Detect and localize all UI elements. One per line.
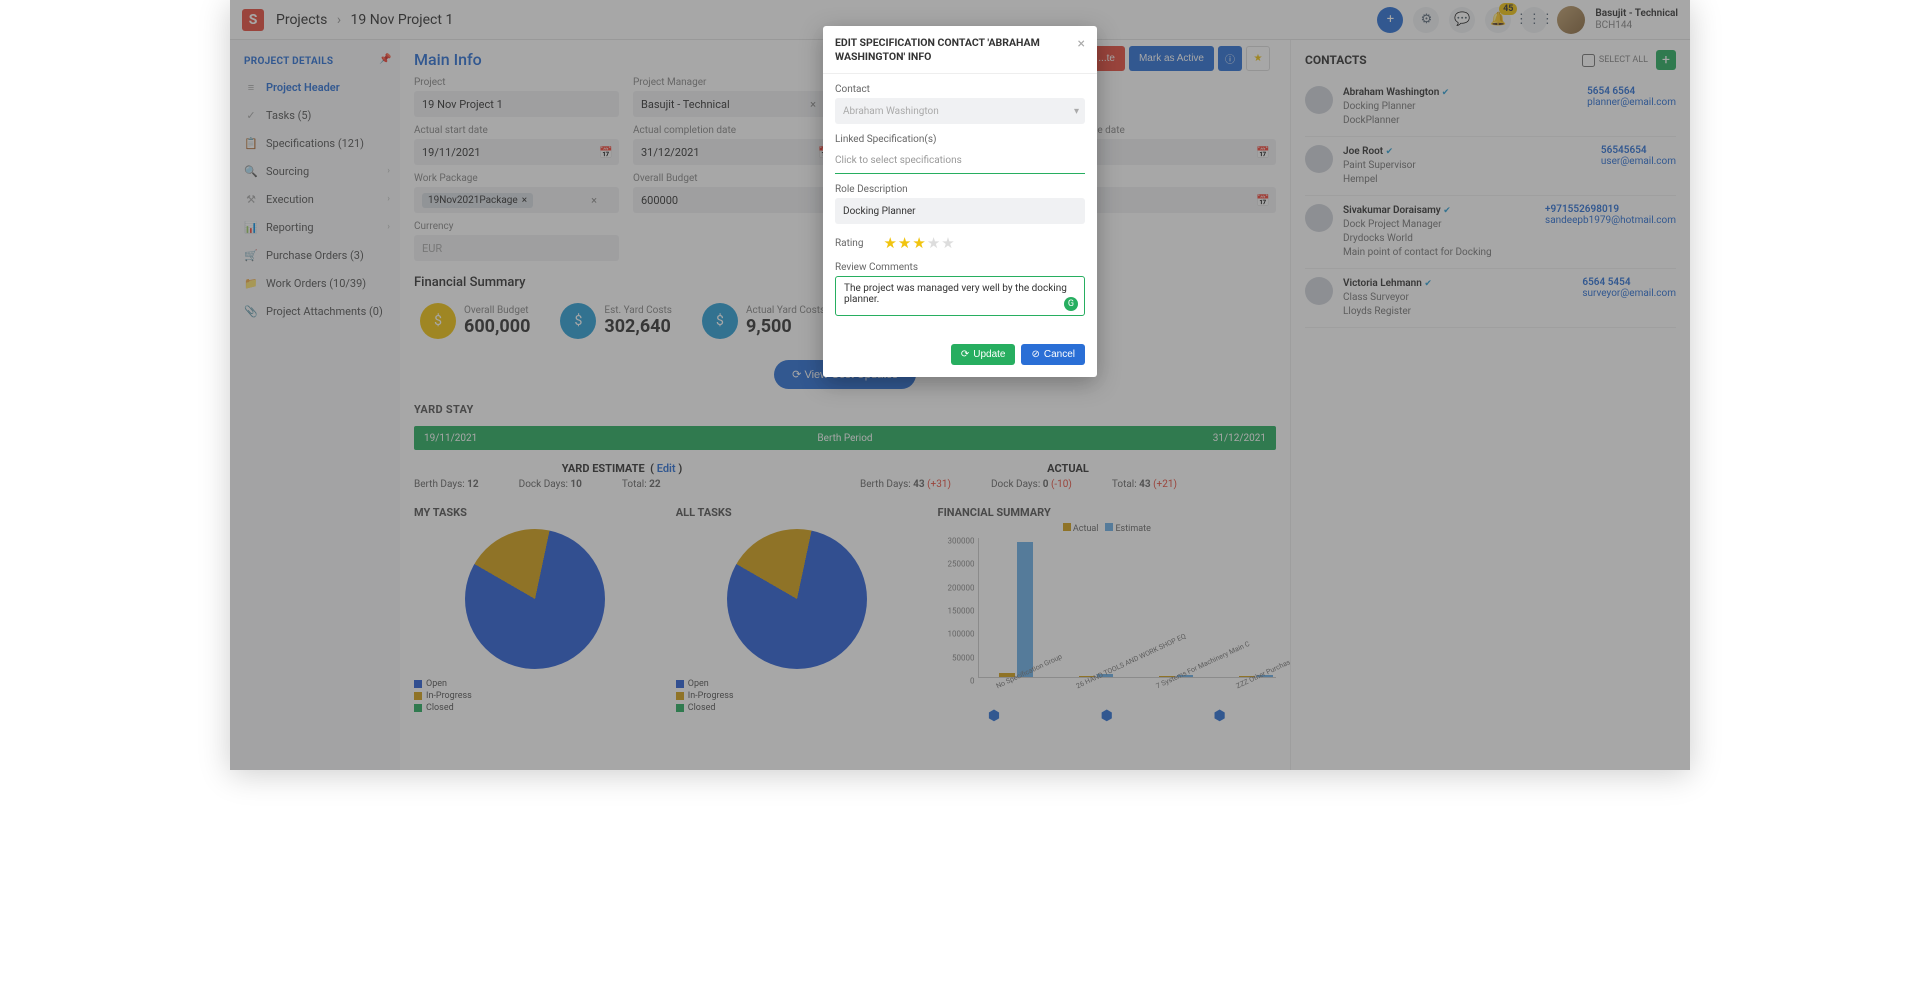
- update-button[interactable]: ⟳ Update: [951, 344, 1016, 365]
- rating-stars[interactable]: ★★★★★: [883, 234, 955, 252]
- cancel-button[interactable]: ⊘ Cancel: [1021, 344, 1085, 365]
- modal-overlay: EDIT SPECIFICATION CONTACT 'ABRAHAM WASH…: [230, 0, 1690, 770]
- review-textarea[interactable]: The project was managed very well by the…: [835, 276, 1085, 316]
- role-input[interactable]: Docking Planner: [835, 198, 1085, 224]
- contact-select[interactable]: Abraham Washington▾: [835, 98, 1085, 124]
- close-icon[interactable]: ×: [1078, 36, 1085, 52]
- linked-spec-input[interactable]: Click to select specifications: [835, 148, 1085, 174]
- edit-contact-modal: EDIT SPECIFICATION CONTACT 'ABRAHAM WASH…: [823, 26, 1097, 377]
- modal-title: EDIT SPECIFICATION CONTACT 'ABRAHAM WASH…: [835, 36, 1078, 63]
- grammarly-icon: G: [1064, 297, 1078, 311]
